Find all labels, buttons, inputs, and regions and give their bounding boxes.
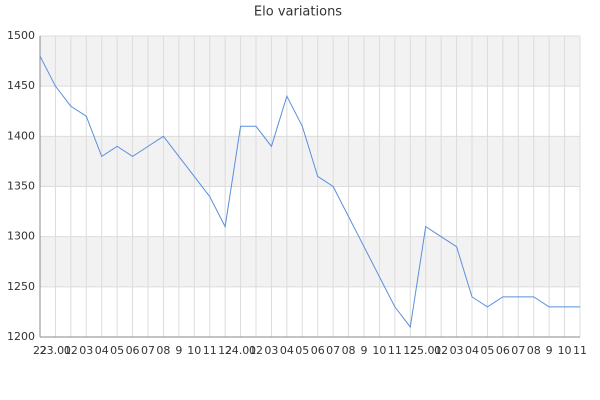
x-tick-label: 06: [126, 344, 140, 357]
y-tick-label: 1250: [7, 280, 35, 293]
x-tick-label: 07: [141, 344, 155, 357]
x-tick-label: 23.01: [40, 344, 72, 357]
y-tick-label: 1450: [7, 79, 35, 92]
x-tick-label: 10: [187, 344, 201, 357]
x-tick-label: 25.01: [410, 344, 442, 357]
x-tick-label: 03: [79, 344, 93, 357]
x-tick-label: 02: [249, 344, 263, 357]
y-tick-label: 1500: [7, 29, 35, 42]
x-tick-label: 03: [450, 344, 464, 357]
x-tick-label: 05: [480, 344, 494, 357]
x-tick-label: 9: [546, 344, 553, 357]
x-tick-label: 04: [465, 344, 479, 357]
x-tick-label: 02: [64, 344, 78, 357]
grid: [39, 35, 581, 338]
bands: [40, 36, 580, 287]
x-tick-label: 9: [175, 344, 182, 357]
band: [40, 236, 580, 287]
x-tick-label: 11: [573, 344, 587, 357]
y-tick-label: 1350: [7, 180, 35, 193]
x-tick-label: 05: [110, 344, 124, 357]
x-tick-label: 12: [403, 344, 417, 357]
chart-title: Elo variations: [254, 5, 342, 20]
y-tick-label: 1200: [7, 330, 35, 343]
x-tick-label: 04: [280, 344, 294, 357]
x-tick-label: 12: [218, 344, 232, 357]
y-tick-label: 1400: [7, 129, 35, 142]
line: [39, 55, 580, 329]
x-tick-label: 11: [388, 344, 402, 357]
x-tick-label: 11: [203, 344, 217, 357]
x-tick-label: 06: [496, 344, 510, 357]
x-tick-label: 06: [311, 344, 325, 357]
band: [40, 36, 580, 87]
x-tick-label: 10: [372, 344, 386, 357]
x-tick-label: 08: [342, 344, 356, 357]
x-tick-label: 08: [527, 344, 541, 357]
x-tick-label: 02: [434, 344, 448, 357]
x-tick-label: 03: [264, 344, 278, 357]
x-tick-label: 10: [558, 344, 572, 357]
x-tick-label: 07: [511, 344, 525, 357]
x-tick-label: 08: [156, 344, 170, 357]
x-tick-label: 24.01: [225, 344, 257, 357]
marks: [39, 55, 580, 329]
x-tick-label: 05: [295, 344, 309, 357]
band: [40, 136, 580, 187]
y-tick-label: 1300: [7, 230, 35, 243]
x-tick-label: 22: [33, 344, 47, 357]
x-tick-label: 9: [361, 344, 368, 357]
x-tick-label: 07: [326, 344, 340, 357]
x-tick-label: 04: [95, 344, 109, 357]
